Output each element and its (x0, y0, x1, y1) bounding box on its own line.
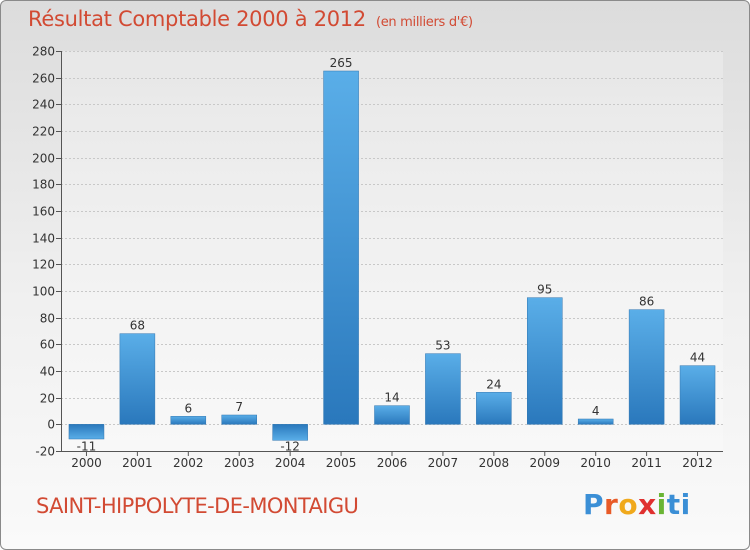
x-tick-label: 2002 (173, 456, 204, 470)
y-tick-label: 80 (40, 312, 55, 326)
y-tick-label: 240 (32, 98, 55, 112)
x-tick-label: 2006 (377, 456, 408, 470)
bar (628, 309, 665, 425)
value-label: 7 (235, 400, 243, 414)
bar (323, 70, 359, 425)
bar (577, 418, 614, 425)
x-tick-label: 2007 (428, 456, 459, 470)
y-tick-label: 180 (32, 178, 55, 192)
y-tick-label: 0 (47, 418, 55, 432)
logo-letter: r (604, 488, 619, 521)
value-label: 4 (592, 404, 600, 418)
commune-name: SAINT-HIPPOLYTE-DE-MONTAIGU (36, 494, 359, 518)
value-label: 24 (486, 377, 501, 391)
logo-letter: t (666, 488, 681, 521)
x-tick-label: 2008 (479, 456, 510, 470)
y-tick-label: 100 (32, 285, 55, 299)
bar (68, 424, 105, 440)
y-tick-label: 160 (32, 205, 55, 219)
bar (476, 392, 512, 425)
value-label: 14 (384, 391, 399, 405)
logo-letter: i (680, 488, 691, 521)
y-tick-label: 280 (32, 45, 55, 59)
x-tick-label: 2012 (682, 456, 713, 470)
y-tick-label: 220 (32, 125, 55, 139)
bar (527, 297, 563, 425)
bar (374, 405, 410, 425)
value-label: -11 (77, 439, 97, 453)
x-tick-label: 2004 (275, 456, 306, 470)
x-tick-label: 2011 (631, 456, 662, 470)
value-label: 86 (639, 295, 654, 309)
logo-letter: o (618, 488, 639, 521)
value-label: 44 (690, 351, 705, 365)
value-label: 265 (330, 56, 353, 70)
chart-unit: (en milliers d'€) (375, 15, 473, 30)
y-tick-label: 40 (40, 365, 55, 379)
x-tick-label: 2005 (326, 456, 357, 470)
plot-area (61, 51, 723, 451)
x-tick-label: 2010 (580, 456, 611, 470)
value-label: 53 (435, 339, 450, 353)
value-label: 95 (537, 283, 552, 297)
x-tick-label: 2003 (224, 456, 255, 470)
chart-title-text: Résultat Comptable 2000 à 2012 (28, 7, 366, 31)
bar (425, 353, 461, 425)
bar (170, 416, 207, 425)
logo-letter: P (583, 488, 605, 521)
x-tick-label: 2001 (122, 456, 153, 470)
proxiti-logo: Proxiti (583, 488, 691, 521)
y-tick-label: 140 (32, 232, 55, 246)
y-tick-label: -20 (35, 445, 55, 459)
logo-letter: i (656, 488, 667, 521)
y-tick-label: 260 (32, 72, 55, 86)
value-label: -12 (280, 439, 300, 453)
y-tick-label: 60 (40, 338, 55, 352)
value-label: 6 (184, 401, 192, 415)
y-tick-label: 200 (32, 152, 55, 166)
bar (221, 414, 257, 425)
logo-letter: x (638, 488, 657, 521)
y-tick-label: 120 (32, 258, 55, 272)
bar (119, 333, 156, 425)
value-label: 68 (130, 319, 145, 333)
bar (272, 424, 308, 441)
x-tick-label: 2009 (529, 456, 560, 470)
chart-title: Résultat Comptable 2000 à 2012 (en millie… (28, 7, 473, 31)
bar (679, 365, 716, 425)
x-tick-label: 2000 (71, 456, 102, 470)
y-tick-label: 20 (40, 392, 55, 406)
